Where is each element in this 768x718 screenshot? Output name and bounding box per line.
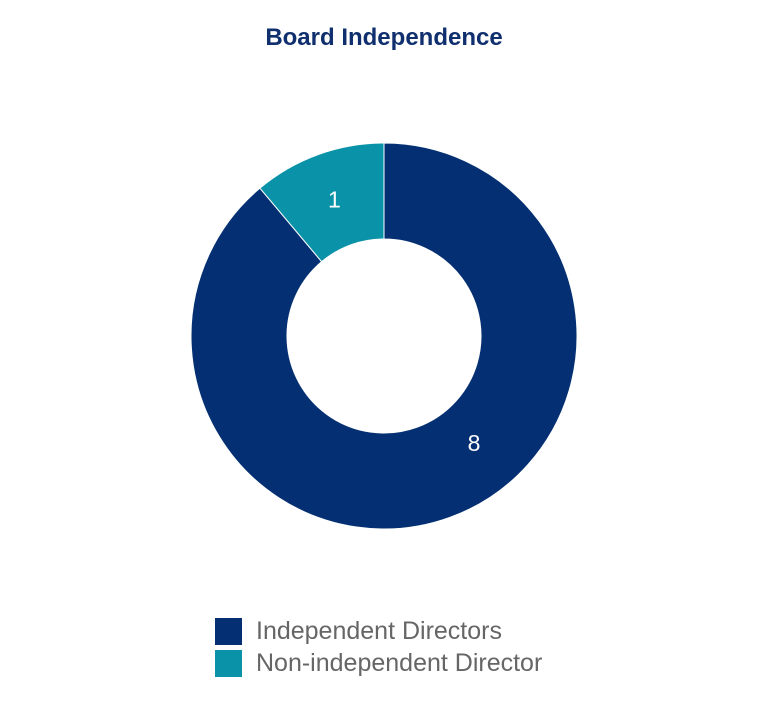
data-label-non-independent: 1 [328,187,341,213]
legend-item-non-independent: Non-independent Director [215,647,542,679]
legend-swatch-independent [215,617,242,645]
data-label-independent: 8 [468,430,481,456]
legend-item-independent: Independent Directors [215,615,542,647]
legend: Independent Directors Non-independent Di… [215,615,542,679]
legend-label-independent: Independent Directors [256,616,502,645]
donut-chart: 81 [190,142,578,530]
slice-independent [190,142,578,530]
legend-swatch-non-independent [215,649,242,677]
slice-non-independent [259,142,385,263]
legend-label-non-independent: Non-independent Director [256,648,543,677]
chart-title: Board Independence [265,24,503,51]
